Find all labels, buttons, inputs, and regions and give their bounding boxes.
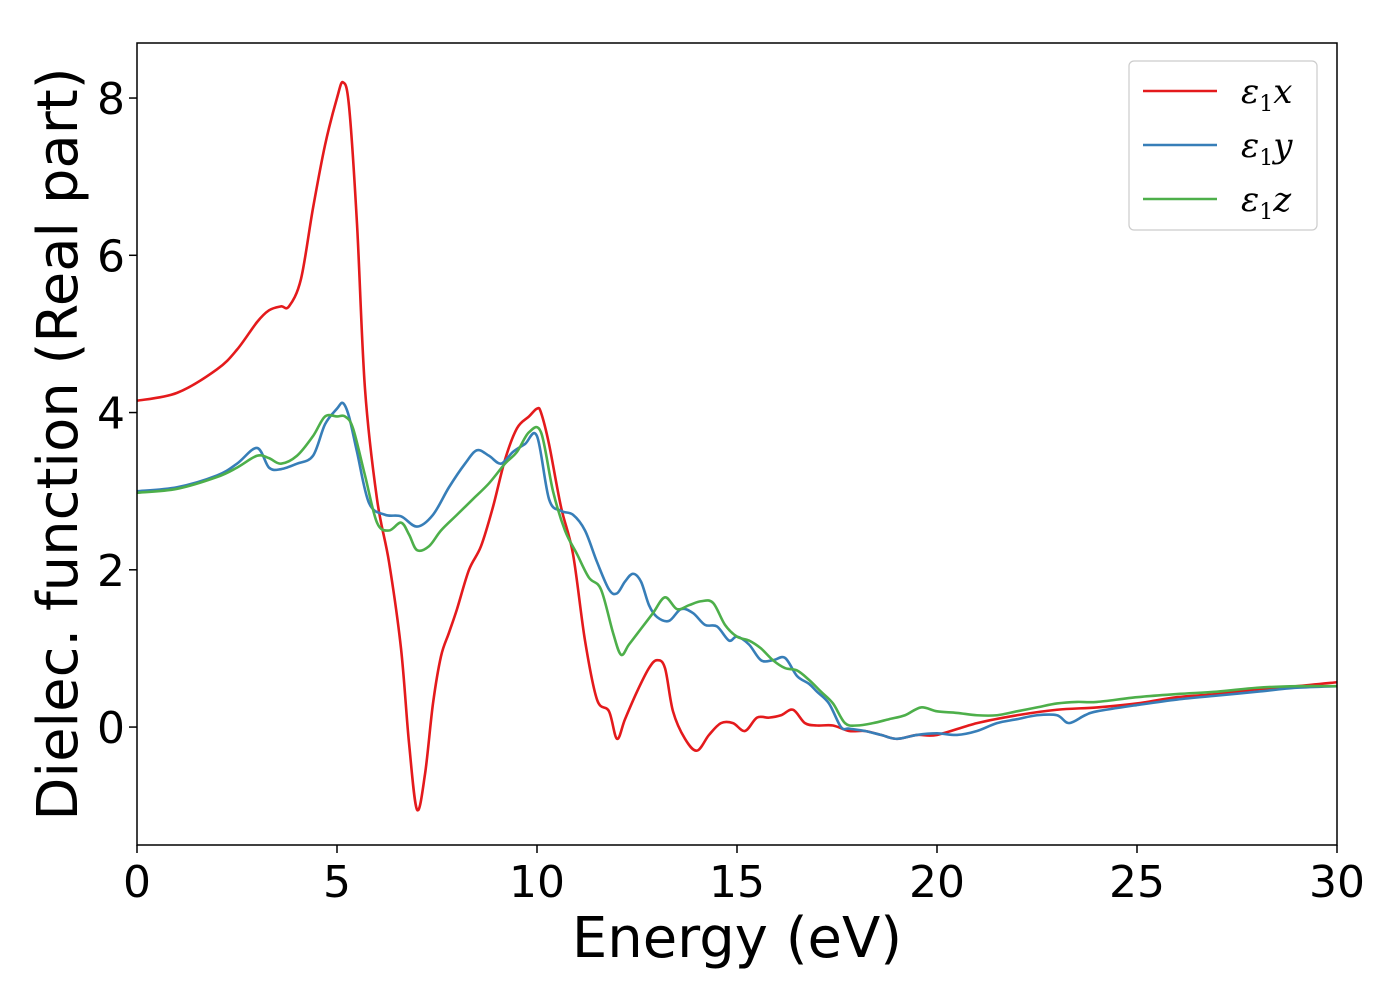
y-tick-label: 2 — [97, 546, 125, 597]
legend-box — [1128, 60, 1318, 231]
series-line-y — [137, 401, 1337, 741]
x-tick-label: 15 — [709, 857, 765, 908]
x-tick-label: 10 — [509, 857, 565, 908]
y-tick-label: 6 — [97, 231, 125, 282]
y-axis-ticks: 0 2 4 6 8 — [97, 74, 137, 754]
legend-label-x: ε1x — [1241, 72, 1292, 117]
y-tick-label: 8 — [97, 74, 125, 125]
y-tick-label: 0 — [97, 703, 125, 754]
y-tick-label: 4 — [97, 389, 125, 440]
x-tick-label: 5 — [323, 857, 351, 908]
x-axis-ticks: 0 5 10 15 20 25 30 — [123, 845, 1365, 908]
x-tick-label: 30 — [1309, 857, 1365, 908]
legend-label-y: ε1y — [1241, 126, 1293, 171]
legend: ε1x ε1y ε1z — [1128, 60, 1318, 231]
x-tick-label: 25 — [1109, 857, 1165, 908]
plot-lines — [137, 80, 1337, 812]
legend-label-z: ε1z — [1241, 180, 1292, 225]
series-line-z — [137, 413, 1337, 728]
y-axis-label: Dielec. function (Real part) — [26, 67, 91, 820]
x-tick-label: 20 — [909, 857, 965, 908]
x-axis-label: Energy (eV) — [572, 906, 902, 971]
x-tick-label: 0 — [123, 857, 151, 908]
